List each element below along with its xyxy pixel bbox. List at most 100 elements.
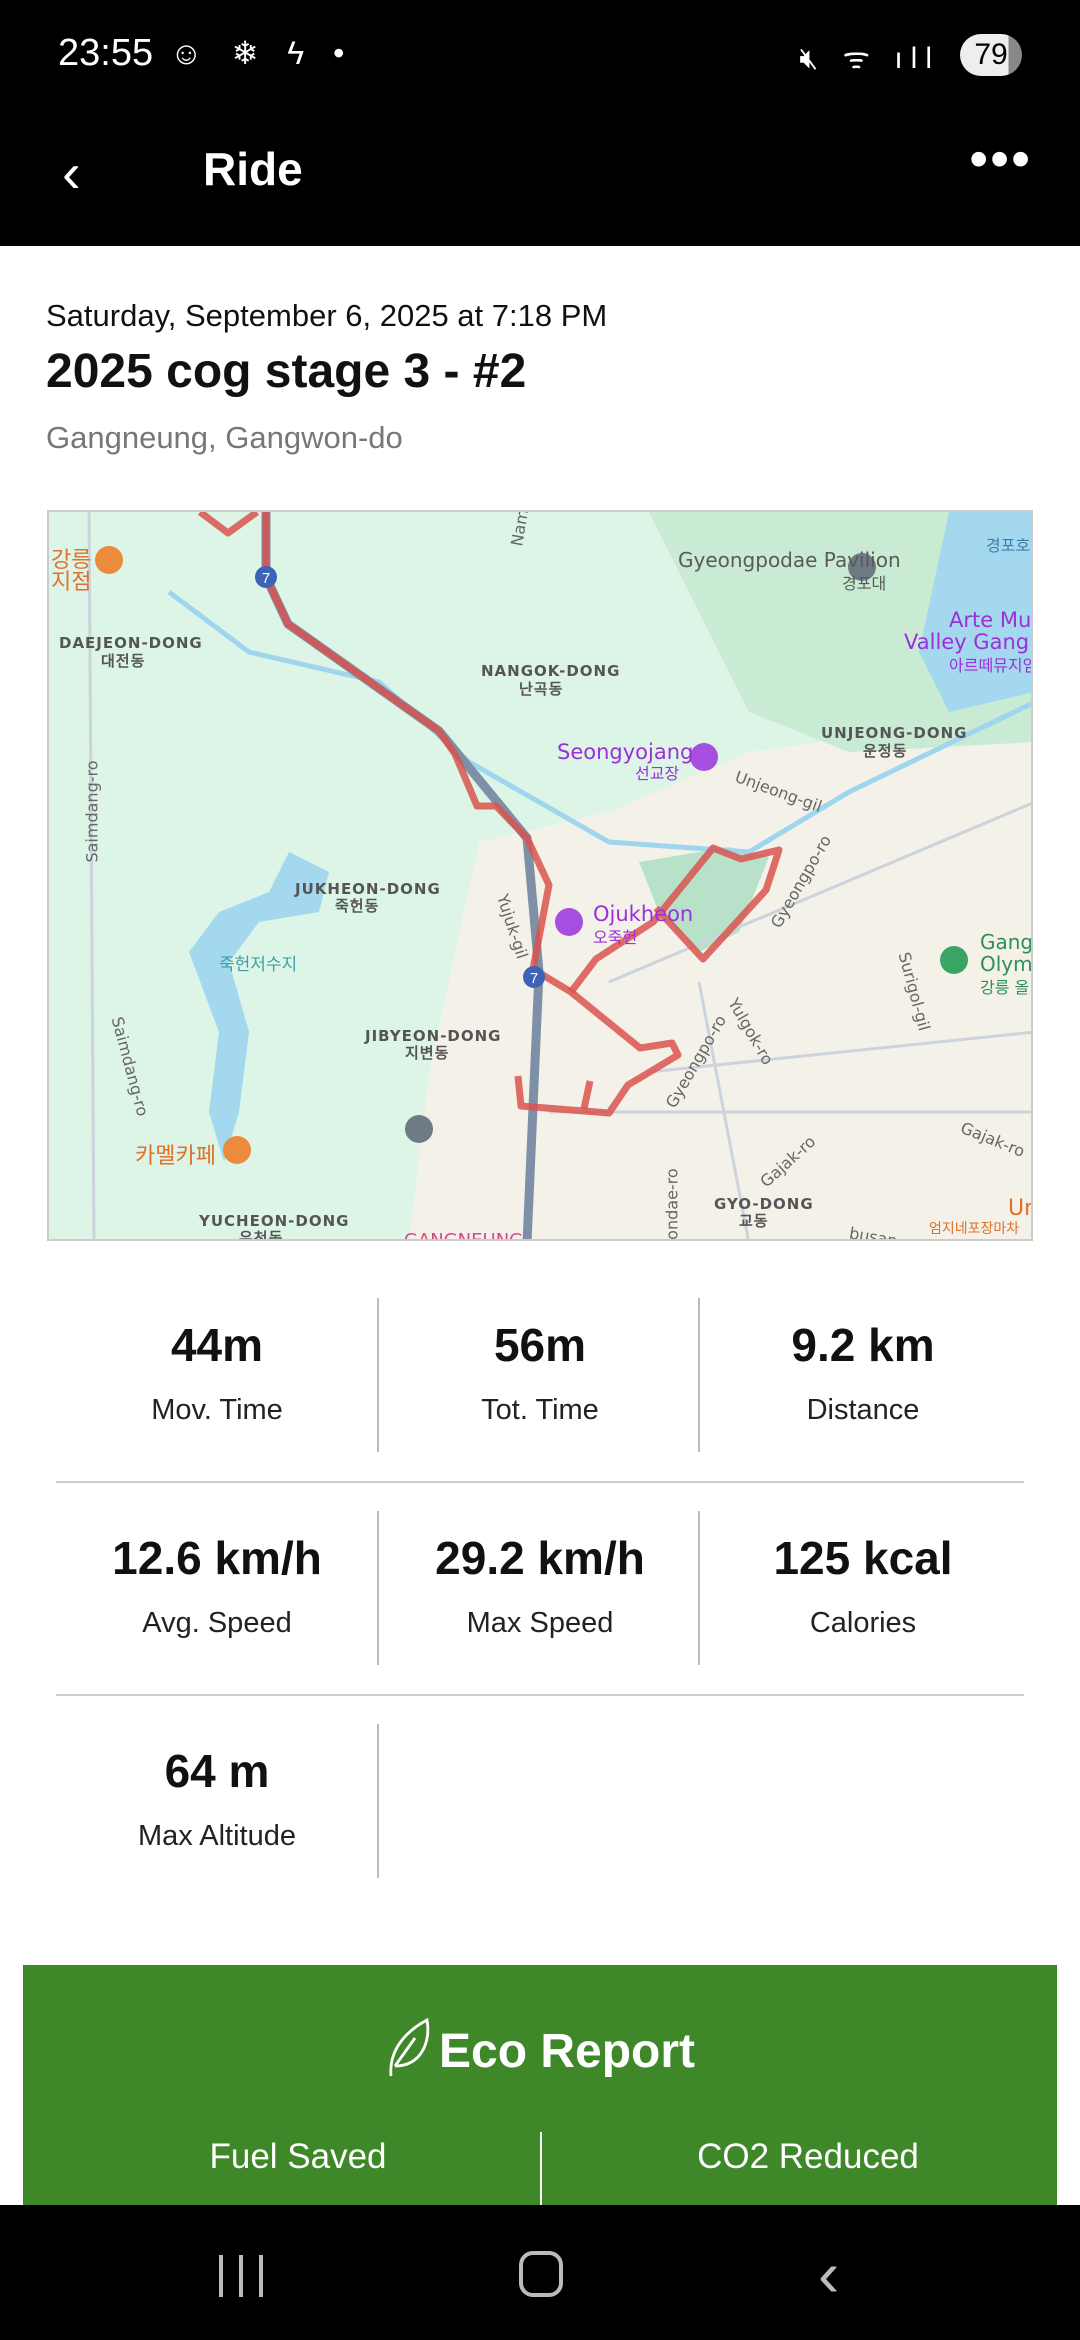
stat-label: Calories (809, 1607, 917, 1639)
back-nav-icon[interactable]: ‹ (818, 2238, 840, 2310)
map-label: 카멜카페 (135, 1144, 216, 1169)
map-label: Um (1008, 1196, 1031, 1221)
notification-icons: ☺ ❄ ϟ • (170, 35, 355, 71)
divider (56, 1694, 1024, 1696)
battery-indicator: 79 (960, 34, 1022, 76)
lake-gyeongpo (919, 512, 1031, 712)
map-label: 아르떼뮤지엄 (949, 656, 1033, 675)
map-label: Wondae-ro (662, 1168, 682, 1241)
river (167, 590, 1031, 855)
stat-avg-speed: 12.6 km/h Avg. Speed (56, 1531, 378, 1640)
highway-badge: 7 (530, 970, 538, 987)
map-label: DAEJEON-DONG (59, 634, 203, 652)
leaf-icon (389, 2017, 430, 2077)
map-label: Seongyojang (557, 740, 694, 764)
top-app-bar: ‹ Ride ••• (0, 110, 1080, 246)
map-label: 경포호 (986, 536, 1031, 555)
map-label: 경포대 (842, 574, 887, 593)
page-title: Ride (203, 143, 303, 195)
stat-label: Tot. Time (481, 1394, 599, 1426)
map-label: Saimdang-ro (82, 760, 102, 863)
stat-calories: 125 kcal Calories (702, 1531, 1024, 1640)
cafe-pin-icon (223, 1136, 251, 1164)
map-label: Arte Mus (949, 608, 1033, 632)
highway-badge-icons: 7 7 (255, 566, 545, 988)
status-bar: 23:55 ☺ ❄ ϟ • 🔇︎ ᯤ ıll 79 (0, 0, 1080, 110)
stat-value: 56m (493, 1319, 587, 1371)
map-label: 엄지네포장마차 (929, 1221, 1020, 1237)
park-pin-icon (940, 946, 968, 974)
divider (698, 1298, 700, 1452)
park-area (649, 512, 1031, 752)
map-label: Ojukheon (593, 902, 694, 926)
stat-moving-time: 44m Mov. Time (56, 1318, 378, 1427)
map-label: 유천동 (239, 1229, 284, 1241)
map-graphics: 7 7 (87, 512, 1031, 1239)
back-arrow-icon[interactable]: ‹ (62, 141, 81, 204)
divider (698, 1511, 700, 1665)
stat-value: 12.6 km/h (112, 1532, 322, 1584)
home-icon[interactable] (519, 2251, 563, 2297)
stat-max-altitude: 64 m Max Altitude (56, 1744, 378, 1853)
map-label: 난곡동 (519, 680, 564, 698)
map-label: 지점 (51, 570, 92, 595)
ride-route (197, 512, 783, 1117)
system-nav-bar: ‹ (0, 2205, 1080, 2340)
eco-report-title: Eco Report (23, 2017, 1057, 2079)
map-label: UNJEONG-DONG (821, 724, 968, 742)
route-map[interactable]: 7 7 Gyeongpodae Pavilion 경포대 경포호 Arte Mu… (47, 510, 1033, 1241)
activity-date: Saturday, September 6, 2025 at 7:18 PM (46, 298, 608, 333)
stat-label: Max Speed (466, 1607, 614, 1639)
co2-reduced-label: CO2 Reduced (697, 2137, 919, 2176)
stat-label: Avg. Speed (142, 1607, 292, 1639)
fuel-saved-label: Fuel Saved (209, 2137, 387, 2176)
clock: 23:55 (58, 32, 154, 74)
stat-label: Distance (806, 1394, 920, 1426)
stat-label: Mov. Time (151, 1394, 283, 1426)
divider (56, 1481, 1024, 1483)
pavilion-pin-icon (848, 553, 876, 581)
roads (87, 512, 1031, 1239)
divider (377, 1511, 379, 1665)
divider (540, 2132, 542, 2212)
map-label: Gyeongpodae Pavilion (678, 548, 901, 572)
school-pin-icon (405, 1115, 433, 1143)
map-label: 운정동 (863, 742, 908, 760)
landmark-pin-icon (690, 743, 718, 771)
map-label: 강릉 (51, 548, 92, 573)
map-label: YUCHEON-DONG (199, 1212, 350, 1230)
stat-value: 9.2 km (791, 1319, 935, 1371)
activity-name: 2025 cog stage 3 - #2 (46, 345, 527, 398)
stat-total-time: 56m Tot. Time (379, 1318, 701, 1427)
activity-location: Gangneung, Gangwon-do (46, 420, 403, 455)
landmark-pin-icon (555, 908, 583, 936)
map-label: NANGOK-DONG (481, 662, 621, 680)
stat-max-speed: 29.2 km/h Max Speed (379, 1531, 701, 1640)
eco-title-text: Eco Report (438, 2025, 696, 2078)
recent-apps-icon[interactable] (219, 2255, 263, 2297)
map-label: 선교장 (635, 764, 680, 783)
highway-badge: 7 (262, 570, 270, 587)
mute-wifi-signal-icons: 🔇︎ ᯤ ıll (799, 42, 940, 75)
stat-value: 64 m (164, 1745, 270, 1797)
stat-distance: 9.2 km Distance (702, 1318, 1024, 1427)
map-label: 오죽헌 (593, 928, 638, 947)
divider (377, 1298, 379, 1452)
map-label: 교동 (739, 1212, 769, 1230)
divider (377, 1724, 379, 1878)
stat-value: 44m (170, 1319, 264, 1371)
cafe-pin-icon (95, 546, 123, 574)
stat-value: 125 kcal (773, 1532, 953, 1584)
reservoir (189, 852, 329, 1162)
more-options-icon[interactable]: ••• (969, 129, 1032, 189)
map-label: 죽헌저수지 (219, 955, 298, 975)
stat-value: 29.2 km/h (435, 1532, 645, 1584)
map-label: Gangu (980, 930, 1033, 954)
map-label: 강릉 올 (980, 978, 1030, 997)
map-label: JIBYEON-DONG (365, 1027, 502, 1045)
map-label: 지변동 (405, 1044, 450, 1062)
map-label: GANGNEUNG (404, 1230, 524, 1241)
map-label: GYO-DONG (714, 1195, 814, 1213)
map-label: Olymp (980, 952, 1033, 976)
map-label: Valley Gangne (904, 630, 1031, 654)
